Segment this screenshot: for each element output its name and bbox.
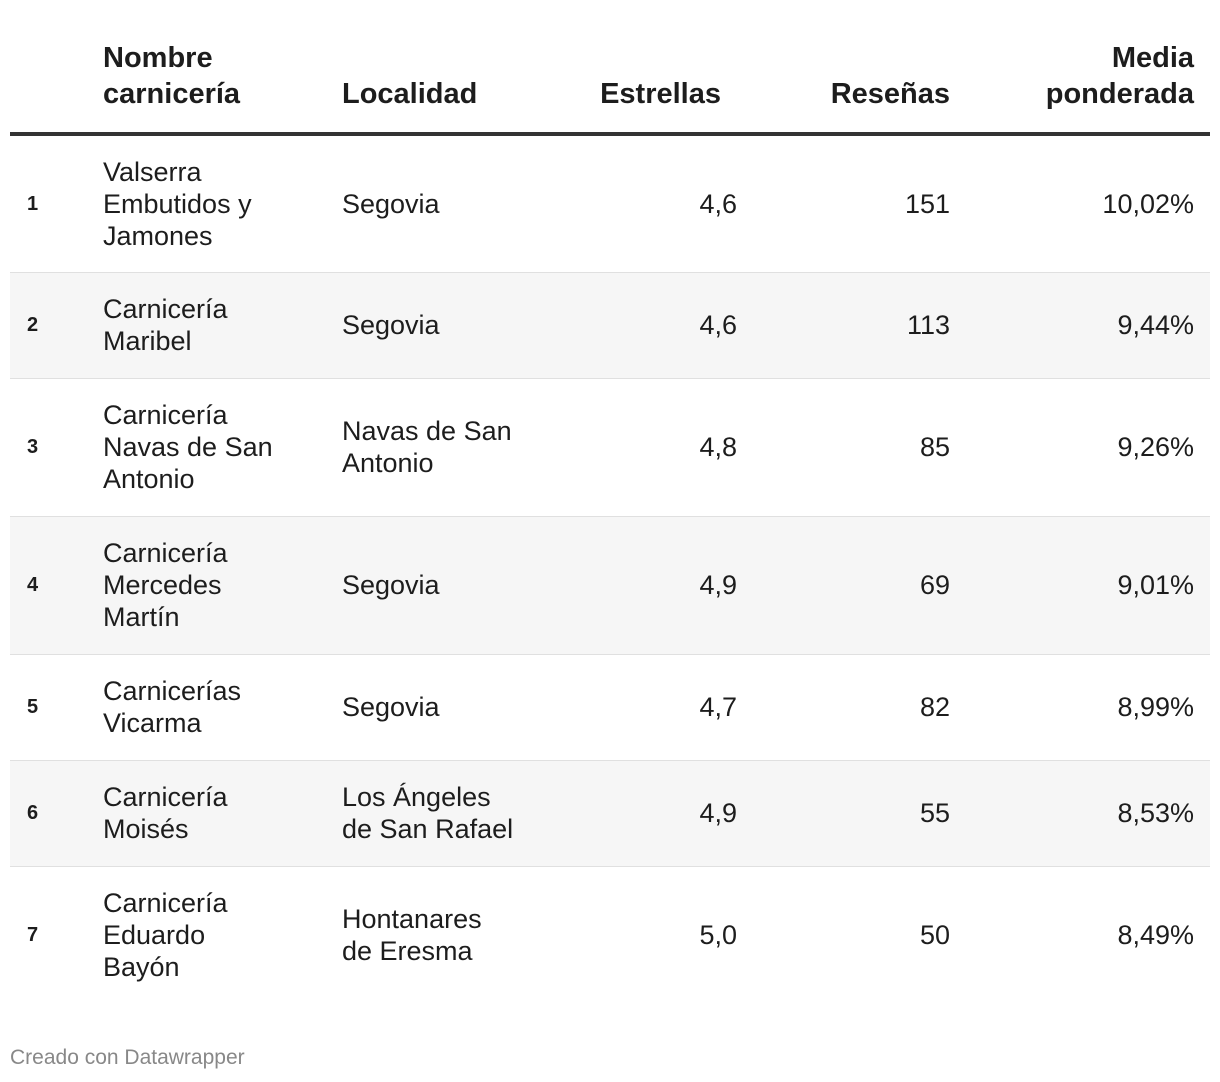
cell-reviews: 113 [737, 272, 950, 379]
cell-name-line: Carnicería [103, 888, 228, 919]
cell-name-line: Vicarma [103, 708, 202, 738]
cell-locality-line: Segovia [342, 310, 440, 340]
ranking-table-container: Nombre carnicería Localidad Estrellas Re… [10, 0, 1210, 1004]
header-reviews[interactable]: Reseñas [737, 0, 950, 136]
cell-rank: 7 [27, 924, 39, 947]
cell-stars: 4,7 [532, 654, 737, 761]
cell-locality: Segovia [342, 654, 532, 761]
cell-name-line: Antonio [103, 464, 195, 494]
table-header-row: Nombre carnicería Localidad Estrellas Re… [10, 0, 1210, 136]
cell-locality: Segovia [342, 134, 532, 273]
cell-name-line: Carnicería [103, 294, 228, 324]
cell-rank: 2 [10, 272, 103, 379]
cell-reviews: 69 [737, 516, 950, 655]
cell-name: Carnicerías Vicarma [103, 654, 342, 761]
cell-name: Valserra Embutidos y Jamones [103, 134, 342, 273]
header-name-line: carnicería [103, 78, 241, 110]
cell-name-line: Bayón [103, 952, 180, 983]
header-weighted-avg-line: Media [1111, 42, 1194, 74]
cell-reviews: 50 [919, 920, 950, 951]
cell-weighted-avg: 9,01% [950, 516, 1210, 655]
table-row: 1 Valserra Embutidos y Jamones Segovia 4,6 151… [10, 134, 1210, 273]
cell-locality: Hontanares de Eresma [342, 866, 532, 1004]
cell-rank: 1 [10, 134, 103, 273]
cell-locality-line: Antonio [342, 448, 434, 478]
table-body: 1 Valserra Embutidos y Jamones Segovia 4,6 151… [10, 134, 1210, 1004]
header-stars-line: Estrellas [600, 78, 721, 110]
cell-stars: 4,6 [532, 272, 737, 379]
cell-locality-line: de San Rafael [342, 814, 514, 844]
header-locality-line: Localidad [342, 78, 478, 110]
table-row: 5 Carnicerías Vicarma Segovia 4,7 82 8,99% [10, 654, 1210, 761]
cell-name-line: Jamones [103, 220, 213, 251]
cell-name-line: Moisés [103, 814, 189, 844]
cell-name-line: Navas de San [103, 432, 273, 462]
cell-weighted-avg: 8,53% [950, 760, 1210, 867]
cell-weighted-avg: 9,26% [950, 378, 1210, 517]
cell-locality-line: Segovia [342, 570, 440, 600]
cell-name-line: Martín [103, 602, 180, 632]
cell-weighted-avg: 8,99% [950, 654, 1210, 761]
table-row: 4 Carnicería Mercedes Martín Segovia 4,9 69 9,0… [10, 516, 1210, 655]
cell-rank: 4 [10, 516, 103, 655]
cell-locality-line: Navas de San [342, 416, 512, 446]
cell-stars: 4,9 [532, 516, 737, 655]
cell-name: Carnicería Mercedes Martín [103, 516, 342, 655]
header-rank [10, 0, 103, 136]
cell-locality-line: Los Ángeles [342, 782, 491, 812]
cell-weighted-avg: 8,49% [1117, 920, 1194, 951]
cell-name-line: Valserra [103, 156, 202, 187]
cell-name-line: Carnicería [103, 782, 228, 812]
cell-locality-line: Hontanares [342, 904, 482, 935]
cell-name-line: Eduardo [103, 920, 206, 951]
cell-locality: Los Ángeles de San Rafael [342, 760, 532, 867]
header-weighted-avg-line: ponderada [1045, 78, 1194, 110]
cell-locality: Navas de San Antonio [342, 378, 532, 517]
cell-locality: Segovia [342, 272, 532, 379]
header-reviews-line: Reseñas [830, 78, 950, 110]
footer-credit[interactable]: Creado con Datawrapper [10, 1046, 245, 1069]
cell-name: Carnicería Eduardo Bayón [103, 866, 342, 1004]
cell-name-line: Carnicería [103, 538, 228, 568]
header-weighted-avg[interactable]: Media ponderada [950, 0, 1210, 136]
ranking-table: Nombre carnicería Localidad Estrellas Re… [10, 0, 1210, 1004]
cell-name-line: Mercedes [103, 570, 222, 600]
table-row: 3 Carnicería Navas de San Antonio Navas de S… [10, 378, 1210, 517]
cell-reviews: 82 [737, 654, 950, 761]
cell-name-line: Carnicería [103, 400, 228, 430]
cell-stars: 4,8 [532, 378, 737, 517]
cell-rank: 5 [10, 654, 103, 761]
header-name[interactable]: Nombre carnicería [103, 0, 342, 136]
cell-reviews: 85 [737, 378, 950, 517]
cell-locality-line: de Eresma [342, 936, 473, 967]
cell-name: Carnicería Maribel [103, 272, 342, 379]
cell-rank: 6 [10, 760, 103, 867]
cell-name: Carnicería Moisés [103, 760, 342, 867]
header-stars[interactable]: Estrellas [532, 0, 737, 136]
cell-name-line: Embutidos y [103, 188, 252, 219]
cell-stars: 4,9 [532, 760, 737, 867]
header-name-line: Nombre [103, 42, 213, 74]
cell-weighted-avg: 10,02% [950, 134, 1210, 273]
cell-rank: 3 [10, 378, 103, 517]
header-locality[interactable]: Localidad [342, 0, 532, 136]
cell-locality: Segovia [342, 516, 532, 655]
cell-reviews: 55 [737, 760, 950, 867]
cell-name-line: Carnicerías [103, 676, 242, 706]
cell-name-line: Maribel [103, 326, 192, 356]
table-row: 6 Carnicería Moisés Los Ángeles de San Rafae… [10, 760, 1210, 867]
cell-stars: 4,6 [532, 134, 737, 273]
cell-name: Carnicería Navas de San Antonio [103, 378, 342, 517]
table-row: 2 Carnicería Maribel Segovia 4,6 113 9,44% [10, 272, 1210, 379]
cell-reviews: 151 [737, 134, 950, 273]
cell-locality-line: Segovia [342, 188, 440, 219]
cell-stars: 5,0 [699, 920, 737, 951]
cell-locality-line: Segovia [342, 692, 440, 722]
cell-weighted-avg: 9,44% [950, 272, 1210, 379]
table-row: 7 Carnicería Eduardo Bayón Hontanares de Eres… [10, 866, 1210, 1004]
